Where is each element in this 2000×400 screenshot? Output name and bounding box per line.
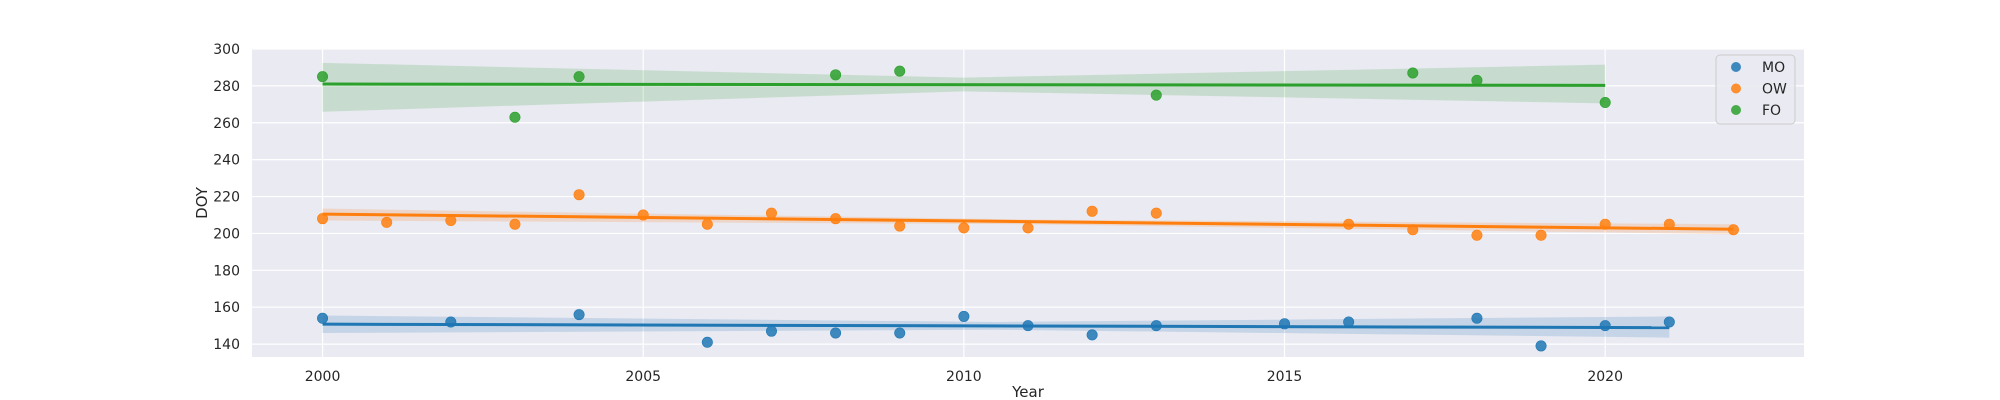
data-point-mo xyxy=(573,309,585,321)
data-point-ow xyxy=(1599,218,1611,230)
data-point-ow xyxy=(701,218,713,230)
legend-marker-mo xyxy=(1731,62,1741,72)
data-point-ow xyxy=(637,209,649,221)
y-axis-label: DOY xyxy=(193,186,211,219)
data-point-fo xyxy=(1599,96,1611,108)
x-axis-label: Year xyxy=(1011,383,1045,400)
x-tick-label: 2005 xyxy=(625,369,661,385)
legend-marker-fo xyxy=(1731,105,1741,115)
data-point-ow xyxy=(381,216,393,228)
data-point-fo xyxy=(1150,89,1162,101)
data-points xyxy=(317,65,1739,352)
data-point-mo xyxy=(445,316,457,328)
data-point-ow xyxy=(1727,224,1739,236)
data-point-ow xyxy=(509,218,521,230)
data-point-ow xyxy=(317,213,329,225)
trend-line-ow xyxy=(322,212,1734,231)
y-tick-label: 240 xyxy=(213,153,240,169)
data-point-fo xyxy=(509,111,521,123)
data-point-mo xyxy=(765,325,777,337)
data-point-mo xyxy=(1150,320,1162,332)
legend: MO OW FO xyxy=(1715,54,1796,125)
y-tick-label: 220 xyxy=(213,190,240,206)
legend-label-ow: OW xyxy=(1762,82,1787,98)
data-point-ow xyxy=(830,213,842,225)
legend-label-mo: MO xyxy=(1762,60,1785,76)
data-point-mo xyxy=(1279,318,1291,330)
data-point-mo xyxy=(1663,316,1675,328)
y-tick-label: 280 xyxy=(213,79,240,95)
trend-lines xyxy=(322,82,1734,330)
x-tick-label: 2020 xyxy=(1587,369,1623,385)
y-tick-label: 260 xyxy=(213,116,240,132)
data-point-ow xyxy=(1086,205,1098,217)
y-tick-label: 200 xyxy=(213,226,240,242)
x-tick-label: 2015 xyxy=(1267,369,1303,385)
x-tick-label: 2000 xyxy=(305,369,341,385)
data-point-mo xyxy=(701,336,713,348)
x-tick-labels: 2000 2005 2010 2015 2020 xyxy=(305,369,1623,385)
data-point-ow xyxy=(445,215,457,227)
data-point-ow xyxy=(1022,222,1034,234)
legend-label-fo: FO xyxy=(1762,103,1781,119)
data-point-mo xyxy=(1535,340,1547,352)
data-point-mo xyxy=(1086,329,1098,341)
data-point-mo xyxy=(317,312,329,324)
data-point-ow xyxy=(1150,207,1162,219)
data-point-fo xyxy=(1471,74,1483,86)
trend-line-fo xyxy=(322,82,1606,87)
data-point-fo xyxy=(317,71,329,83)
data-point-ow xyxy=(958,222,970,234)
confidence-band-fo xyxy=(322,62,1606,112)
data-point-ow xyxy=(765,207,777,219)
data-point-mo xyxy=(1471,312,1483,324)
data-point-mo xyxy=(894,327,906,339)
x-tick-label: 2010 xyxy=(946,369,982,385)
data-point-mo xyxy=(958,310,970,322)
y-tick-labels: 140 160 180 200 220 240 260 280 300 xyxy=(213,42,240,353)
data-point-ow xyxy=(1471,229,1483,241)
y-tick-label: 300 xyxy=(213,42,240,58)
data-point-fo xyxy=(1407,67,1419,79)
data-point-mo xyxy=(830,327,842,339)
legend-marker-ow xyxy=(1731,83,1741,94)
data-point-mo xyxy=(1022,320,1034,332)
data-point-ow xyxy=(1343,218,1355,230)
y-tick-label: 180 xyxy=(213,263,240,279)
plot-background xyxy=(252,49,1804,357)
data-point-mo xyxy=(1343,316,1355,328)
data-point-fo xyxy=(894,65,906,77)
grid xyxy=(252,48,1804,357)
y-tick-label: 140 xyxy=(213,337,240,353)
data-point-fo xyxy=(830,69,842,81)
data-point-fo xyxy=(573,71,585,83)
data-point-ow xyxy=(1535,229,1547,241)
data-point-ow xyxy=(573,189,585,201)
data-point-mo xyxy=(1599,320,1611,332)
data-point-ow xyxy=(1663,218,1675,230)
confidence-bands xyxy=(322,62,1734,338)
data-point-ow xyxy=(894,220,906,232)
y-tick-label: 160 xyxy=(213,300,240,316)
trend-line-mo xyxy=(322,322,1670,330)
data-point-ow xyxy=(1407,224,1419,236)
